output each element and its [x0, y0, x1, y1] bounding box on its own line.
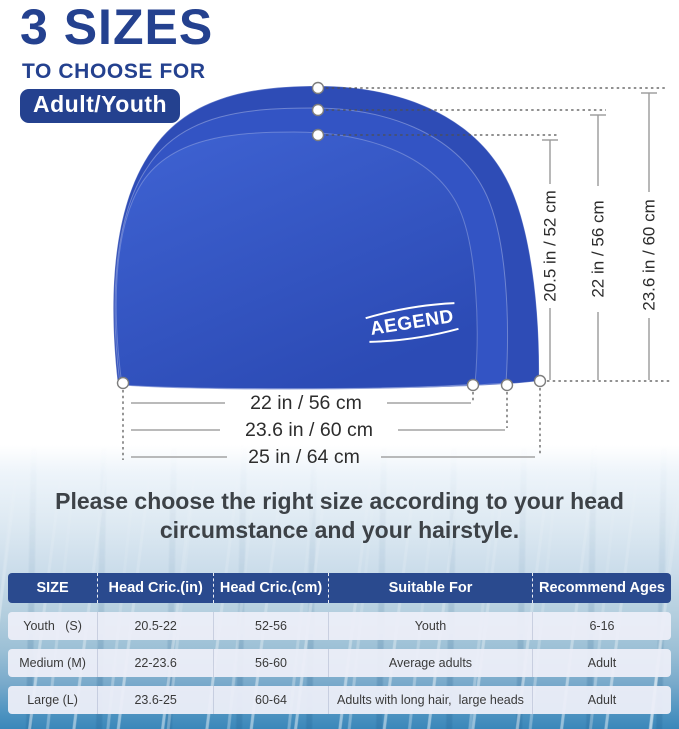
hmeasure-label3: 25 in / 64 cm: [248, 446, 360, 468]
cell-ages: 6-16: [589, 619, 615, 633]
col-header-ages: Recommend Ages: [539, 580, 665, 596]
cell-head-cm: 52-56: [214, 612, 329, 640]
cell-size: Medium (M): [8, 649, 99, 677]
cell-head-in: 20.5-22: [98, 612, 215, 640]
marker-bottom-left: [116, 376, 130, 390]
hmeasure-label2: 23.6 in / 60 cm: [245, 419, 373, 441]
marker-top-small: [311, 128, 325, 142]
page-title: 3 SIZES: [20, 0, 214, 55]
vmeasure-label-small: 20.5 in / 52 cm: [541, 190, 560, 302]
marker-bottom-large: [533, 374, 547, 388]
col-header-head-cm: Head Cric.(cm): [214, 573, 329, 603]
cell-suitable: Average adults: [329, 649, 534, 677]
col-header-head-in: Head Cric.(in): [98, 573, 215, 603]
size-table: SIZE Head Cric.(in) Head Cric.(cm) Suita…: [8, 573, 671, 714]
size-diagram: AEGEND 20.5 in / 52 cm 22 in / 56 cm 23.…: [112, 81, 670, 468]
swim-cap-small: [115, 131, 478, 390]
marker-top-large: [311, 81, 325, 95]
cell-ages: Adult: [587, 656, 617, 670]
col-header-suitable: Suitable For: [329, 573, 534, 603]
col-header-size: SIZE: [8, 573, 99, 603]
cell-size: Large (L): [8, 686, 99, 714]
cell-head-cm: 60-64: [214, 686, 329, 714]
table-row-medium: Medium (M) 22-23.6 56-60 Average adults …: [8, 649, 671, 677]
page-subtitle: TO CHOOSE FOR: [22, 60, 206, 83]
cell-suitable: Youth: [329, 612, 534, 640]
audience-badge: Adult/Youth: [20, 89, 181, 123]
note-line2: circumstance and your hairstyle.: [159, 517, 520, 543]
hmeasure-label1: 22 in / 56 cm: [250, 392, 362, 414]
marker-bottom-medium: [500, 378, 514, 392]
size-advice-note: Please choose the right size according t…: [0, 487, 679, 545]
vmeasure-label-medium: 22 in / 56 cm: [589, 200, 608, 297]
cell-head-in: 23.6-25: [98, 686, 215, 714]
cell-ages: Adult: [587, 693, 617, 707]
note-line1: Please choose the right size according t…: [55, 488, 624, 514]
size-table-header: SIZE Head Cric.(in) Head Cric.(cm) Suita…: [8, 573, 671, 603]
table-row-youth: Youth (S) 20.5-22 52-56 Youth 6-16: [8, 612, 671, 640]
cell-suitable: Adults with long hair, large heads: [329, 686, 534, 714]
table-row-large: Large (L) 23.6-25 60-64 Adults with long…: [8, 686, 671, 714]
cell-head-cm: 56-60: [214, 649, 329, 677]
marker-bottom-small: [466, 378, 480, 392]
cell-size: Youth (S): [8, 612, 99, 640]
logo-bottom-line: [369, 327, 459, 343]
vmeasure-label-large: 23.6 in / 60 cm: [640, 199, 659, 311]
logo-top-line: [365, 302, 455, 320]
cell-head-in: 22-23.6: [98, 649, 215, 677]
marker-top-medium: [311, 103, 325, 117]
